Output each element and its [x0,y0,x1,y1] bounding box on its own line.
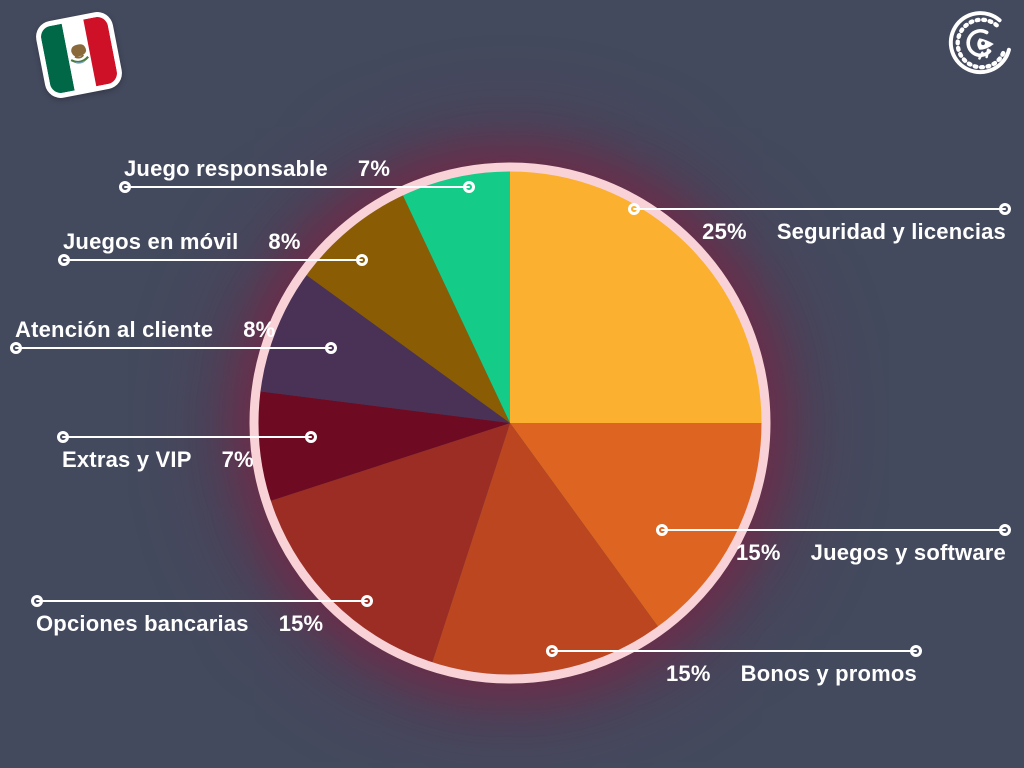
leader-dot [656,524,668,536]
pie-slice-juegos-y-software [510,423,762,627]
pie-slice-atencion-al-cliente [259,274,510,423]
leader-dot [999,524,1011,536]
leader-line [63,259,363,261]
pie-slice-extras-y-vip [258,391,510,501]
leader-dot [305,431,317,443]
mexico-flag-icon [33,9,125,101]
slice-percent: 25% [702,219,747,244]
slice-percent: 15% [665,661,711,686]
leader-dot [546,645,558,657]
leader-line [15,347,332,349]
pie-svg [249,162,771,684]
slice-percent: 8% [243,317,276,342]
slice-label: Juegos y software [810,540,1006,565]
leader-line [124,186,470,188]
pie-slice-bonos-y-promos [432,423,659,676]
slice-label: Extras y VIP [62,447,192,472]
leader-dot [325,342,337,354]
leader-dot [356,254,368,266]
leader-line [36,600,368,602]
leader-dot [10,342,22,354]
leader-line [551,650,917,652]
leader-dot [58,254,70,266]
leader-line [633,208,1006,210]
slice-percent: 15% [736,540,781,565]
slice-percent: 15% [278,611,324,636]
slice-label: Atención al cliente [15,317,214,342]
slice-label: Bonos y promos [740,661,917,686]
leader-line [661,529,1006,531]
leader-dot [57,431,69,443]
leader-dot [31,595,43,607]
leader-dot [910,645,922,657]
leader-dot [119,181,131,193]
mexico-flag-stripes [39,15,119,95]
pie-slice-opciones-bancarias [270,423,510,663]
slice-percent: 8% [268,229,301,254]
slice-percent: 7% [221,447,254,472]
leader-dot [463,181,475,193]
slice-label: Opciones bancarias [36,611,249,636]
slice-percent: 7% [357,156,391,181]
pie-slice-juego-responsable [402,171,510,423]
slice-label: Juego responsable [124,156,328,181]
pie-slice-seguridad-y-licencias [510,171,762,423]
eagle-emblem-icon [70,44,89,64]
pie-slice-juegos-en-movil [306,194,510,423]
leader-dot [628,203,640,215]
leader-dot [999,203,1011,215]
slice-label: Juegos en móvil [63,229,239,254]
slice-label: Seguridad y licencias [776,219,1006,244]
pie-outline-ring [249,162,771,684]
curled-iguana-logo-icon [948,11,1011,75]
leader-line [62,436,312,438]
pie-chart [249,162,771,684]
leader-dot [361,595,373,607]
